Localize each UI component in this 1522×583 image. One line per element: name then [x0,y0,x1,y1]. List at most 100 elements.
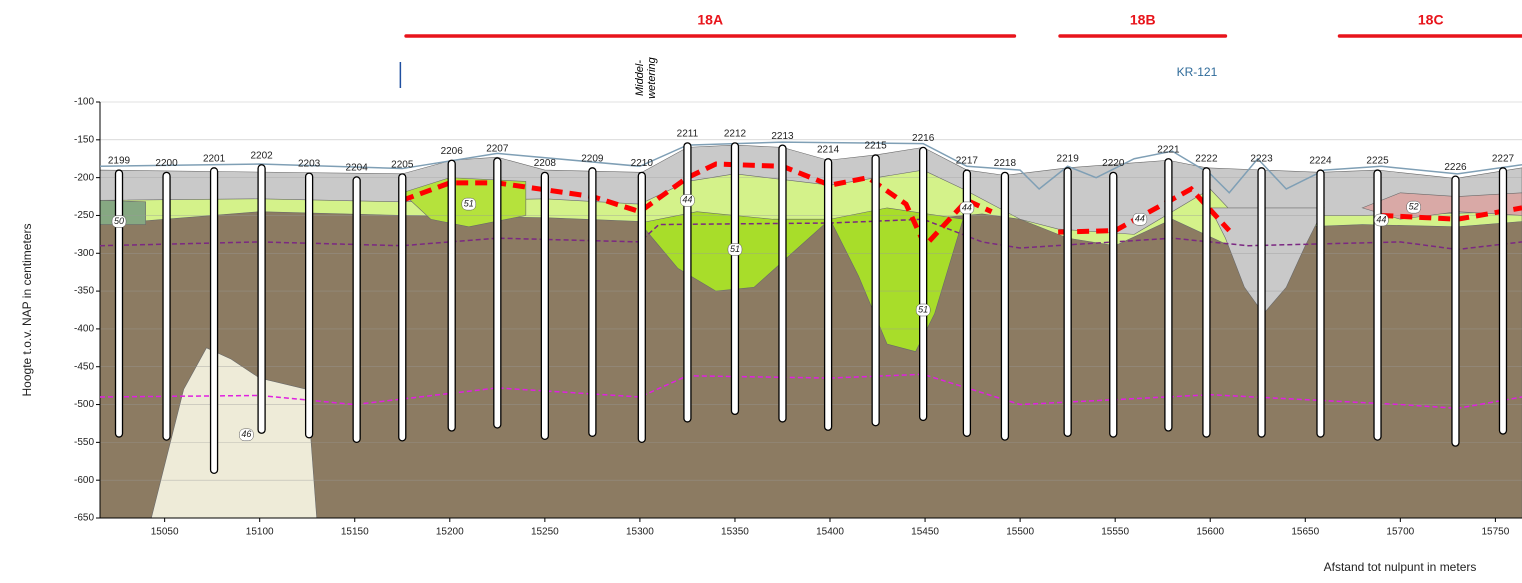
borehole [306,173,313,438]
borehole-name: 2201 [203,153,226,164]
borehole-name: 2202 [250,150,273,161]
borehole-name: 2215 [865,141,888,152]
chart: -100 -150 -200 -250 -300 -350 -400 -450 -500 -550… [0,0,1522,583]
borehole-name: 2216 [912,133,935,144]
borehole [399,174,406,441]
x-axis-label: Afstand tot nulpunt in meters [1324,560,1477,574]
borehole [353,177,360,442]
borehole-name: 2217 [956,156,979,167]
borehole-name: 2218 [994,158,1017,169]
y-axis-label: Hoogte t.o.v. NAP in centimeters [20,224,34,397]
borehole [258,165,265,434]
borehole-name: 2220 [1102,158,1125,169]
borehole-name: 2212 [724,128,747,139]
layer-label: 44 [962,202,972,212]
borehole [825,159,832,431]
borehole [638,172,645,442]
borehole-name: 2214 [817,144,840,155]
y-tick-label: -100 [74,97,94,108]
borehole [1064,168,1071,437]
y-tick-label: -350 [74,286,94,297]
page: -100 -150 -200 -250 -300 -350 -400 -450 -500 -550… [0,0,1522,583]
borehole-name: 2219 [1057,153,1080,164]
layer-label: 51 [918,304,928,314]
x-tick-label: 15500 [1006,527,1034,538]
x-tick-label: 15750 [1481,527,1509,538]
borehole-name: 2200 [155,158,178,169]
borehole [163,172,170,440]
section-name: 18C [1418,12,1444,28]
layer-label: 51 [730,244,740,254]
borehole-name: 2222 [1195,153,1218,164]
x-tick-label: 15050 [151,527,179,538]
borehole [1374,170,1381,440]
borehole-name: 2204 [346,163,369,174]
borehole [1001,172,1008,440]
layer-label: 52 [1409,202,1419,212]
x-tick-label: 15100 [246,527,274,538]
y-tick-label: -250 [74,210,94,221]
borehole [1165,159,1172,431]
borehole-name: 2211 [677,128,699,139]
borehole-name: 2224 [1309,156,1332,167]
borehole-name: 2221 [1157,144,1180,155]
borehole [116,170,123,437]
borehole-name: 2227 [1492,153,1515,164]
borehole-name: 2205 [391,159,414,170]
borehole [872,155,879,426]
borehole-name: 2208 [534,158,557,169]
borehole [1110,172,1117,437]
y-tick-label: -600 [74,475,94,486]
y-tick-label: -550 [74,437,94,448]
x-tick-label: 15200 [436,527,464,538]
borehole-name: 2210 [631,158,654,169]
y-tick-label: -650 [74,513,94,524]
borehole-name: 2226 [1444,162,1467,173]
y-tick-label: -300 [74,248,94,259]
borehole-name: 2223 [1250,153,1273,164]
annotation: KR-121 [1177,65,1218,79]
borehole [684,143,691,422]
borehole-name: 2213 [771,131,794,142]
x-tick-label: 15350 [721,527,749,538]
y-tick-label: -400 [74,324,94,335]
x-tick-label: 15250 [531,527,559,538]
y-tick-label: -200 [74,172,94,183]
layer-label: 51 [464,198,474,208]
borehole [1258,168,1265,437]
borehole [731,143,738,415]
borehole [779,145,786,422]
borehole-name: 2209 [581,153,604,164]
y-tick-label: -150 [74,134,94,145]
x-tick-label: 15700 [1386,527,1414,538]
y-tick-label: -450 [74,361,94,372]
x-tick-label: 15600 [1196,527,1224,538]
section-name: 18B [1130,12,1156,28]
borehole [1317,170,1324,437]
layer-label: 44 [1135,214,1145,224]
x-tick-label: 15150 [341,527,369,538]
annotation: wetering [646,56,658,98]
borehole [211,168,218,474]
x-tick-label: 15450 [911,527,939,538]
y-tick-label: -500 [74,399,94,410]
borehole-name: 2206 [441,146,464,157]
borehole [920,147,927,420]
borehole [494,158,501,428]
layer-label: 44 [682,195,692,205]
borehole-name: 2207 [486,144,509,155]
layer-label: 46 [241,429,251,439]
layer-label: 50 [114,216,124,226]
x-tick-label: 15300 [626,527,654,538]
borehole-name: 2225 [1366,156,1389,167]
borehole [541,172,548,439]
borehole-name: 2203 [298,159,321,170]
borehole [1203,168,1210,437]
section-name: 18A [697,12,723,28]
borehole-name: 2199 [108,156,131,167]
borehole [1452,176,1459,446]
borehole [448,160,455,431]
layer-label: 44 [1376,214,1386,224]
x-tick-label: 15650 [1291,527,1319,538]
annotation: Middel- [634,60,646,96]
